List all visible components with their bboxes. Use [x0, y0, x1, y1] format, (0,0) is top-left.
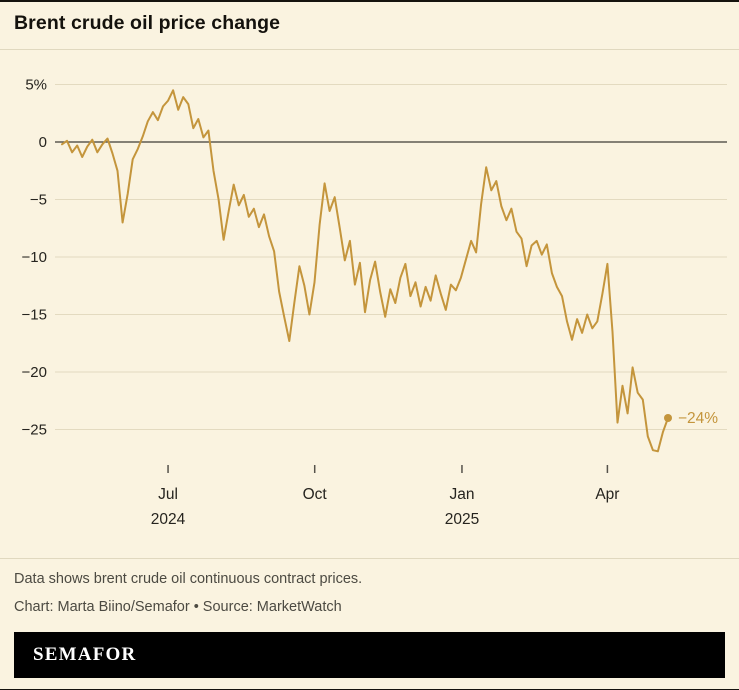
- y-axis-label: −15: [22, 307, 47, 324]
- semafor-logo: SEMAFOR: [33, 644, 137, 665]
- title-divider: [0, 49, 739, 50]
- chart-title: Brent crude oil price change: [14, 12, 281, 34]
- credit-line: Chart: Marta Biino/Semafor • Source: Mar…: [14, 599, 342, 615]
- x-axis-year-label: 2024: [151, 511, 186, 528]
- y-axis-label: 0: [39, 134, 47, 151]
- x-axis-label: Apr: [595, 486, 619, 503]
- x-axis-label: Jul: [158, 486, 178, 503]
- x-axis-year-label: 2025: [445, 511, 479, 528]
- price-line: [61, 89, 669, 453]
- end-value-label: −24%: [678, 410, 718, 427]
- brent-price-line-chart: 5% 0 −5 −10 −15 −20 −25 Jul 2024 Oct Jan 2025 Apr −24…: [22, 77, 727, 528]
- data-source-note: Data shows brent crude oil continuous co…: [14, 571, 363, 587]
- y-axis-label: −20: [22, 364, 47, 381]
- x-axis-label: Jan: [449, 486, 474, 503]
- x-axis-label: Oct: [303, 486, 328, 503]
- footer-divider: [0, 558, 739, 559]
- y-axis-label: −25: [22, 422, 47, 439]
- semafor-logo-bar: SEMAFOR: [14, 632, 725, 678]
- end-point-dot: [664, 414, 672, 422]
- y-axis-label: −5: [30, 192, 47, 209]
- y-axis-label: −10: [22, 249, 47, 266]
- y-axis-label: 5%: [25, 77, 47, 94]
